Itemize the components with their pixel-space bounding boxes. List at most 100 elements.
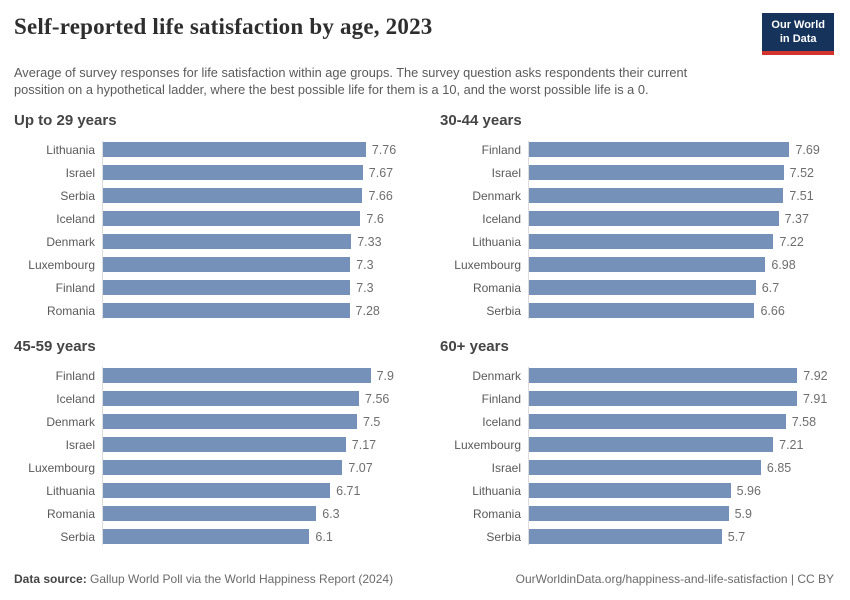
- bar-row: Romania 7.28: [14, 299, 408, 322]
- bar: [102, 506, 317, 522]
- value-label: 7.66: [368, 188, 393, 203]
- bar-row: Romania 5.9: [440, 502, 834, 525]
- country-label: Denmark: [46, 414, 95, 429]
- country-label: Finland: [481, 391, 521, 406]
- bar-row: Denmark 7.33: [14, 230, 408, 253]
- value-label: 7.21: [779, 437, 804, 452]
- bar-plot-area: 7.69: [528, 138, 834, 161]
- bar: [102, 437, 346, 453]
- bar-plot-area: 7.21: [528, 433, 834, 456]
- bar: [528, 280, 756, 296]
- page-title: Self-reported life satisfaction by age, …: [14, 14, 433, 39]
- bar-row: Denmark 7.51: [440, 184, 834, 207]
- facet-title: 60+ years: [440, 338, 509, 356]
- country-label: Iceland: [56, 211, 95, 226]
- bar-plot-area: 7.17: [102, 433, 408, 456]
- bar-plot-area: 7.76: [102, 138, 408, 161]
- bar-row: Israel 7.52: [440, 161, 834, 184]
- facet-rows: Finland 7.69 Israel 7.52 Denmark 7.51 Iceland 7…: [440, 138, 834, 322]
- bar: [102, 391, 360, 407]
- data-source-note: Data source: Gallup World Poll via the W…: [14, 572, 393, 586]
- bar-plot-area: 7.37: [528, 207, 834, 230]
- bar-plot-area: 7.3: [102, 253, 408, 276]
- bar-row: Iceland 7.58: [440, 410, 834, 433]
- value-label: 7.58: [791, 414, 817, 429]
- bar: [528, 529, 722, 545]
- bar: [528, 506, 729, 522]
- value-label: 7.5: [363, 414, 381, 429]
- bar-plot-area: 7.92: [528, 364, 834, 387]
- value-label: 6.85: [766, 460, 792, 475]
- facet-rows: Finland 7.9 Iceland 7.56 Denmark 7.5 Israel 7.1…: [14, 364, 408, 548]
- chart-30-44-years: 30-44 years Finland 7.69 Israel 7.52 Denmark…: [440, 112, 834, 322]
- value-label: 7.3: [356, 257, 374, 272]
- chart-45-59-years: 45-59 years Finland 7.9 Iceland 7.56 Denmark…: [14, 338, 408, 548]
- header: Self-reported life satisfaction by age, …: [14, 12, 834, 55]
- bar-plot-area: 7.52: [528, 161, 834, 184]
- bar-plot-area: 6.71: [102, 479, 408, 502]
- bar-row: Serbia 6.66: [440, 299, 834, 322]
- value-label: 7.56: [365, 391, 390, 406]
- bar: [102, 483, 331, 499]
- country-label: Denmark: [472, 368, 521, 383]
- data-source-label: Data source:: [14, 572, 87, 586]
- country-label: Luxembourg: [28, 257, 95, 272]
- bar: [528, 188, 784, 204]
- value-label: 7.37: [784, 211, 809, 226]
- bar: [102, 303, 350, 319]
- bar-row: Serbia 5.7: [440, 525, 834, 548]
- y-axis-line: [528, 367, 529, 546]
- value-label: 6.3: [322, 506, 340, 521]
- country-label: Lithuania: [472, 483, 521, 498]
- bar: [528, 414, 786, 430]
- value-label: 7.28: [355, 303, 380, 318]
- owid-url-link[interactable]: OurWorldinData.org/happiness-and-life-sa…: [515, 572, 834, 586]
- bar-row: Lithuania 7.76: [14, 138, 408, 161]
- bar: [528, 234, 774, 250]
- bar-plot-area: 7.07: [102, 456, 408, 479]
- bar: [102, 257, 351, 273]
- country-label: Iceland: [56, 391, 95, 406]
- value-label: 5.96: [736, 483, 761, 498]
- bar: [102, 414, 357, 430]
- bar-row: Luxembourg 7.21: [440, 433, 834, 456]
- bar-plot-area: 6.98: [528, 253, 834, 276]
- bar-row: Luxembourg 6.98: [440, 253, 834, 276]
- y-axis-line: [528, 141, 529, 320]
- chart-up-to-29-years: Up to 29 years Lithuania 7.76 Israel 7.67 Se…: [14, 112, 408, 322]
- bar-plot-area: 6.1: [102, 525, 408, 548]
- bar-plot-area: 6.7: [528, 276, 834, 299]
- bar-row: Iceland 7.56: [14, 387, 408, 410]
- value-label: 7.33: [357, 234, 382, 249]
- country-label: Israel: [491, 460, 521, 475]
- value-label: 7.92: [803, 368, 828, 383]
- bar: [528, 165, 784, 181]
- bar-row: Denmark 7.92: [440, 364, 834, 387]
- country-label: Finland: [55, 368, 95, 383]
- bar: [102, 165, 363, 181]
- country-label: Romania: [46, 506, 95, 521]
- bar-row: Finland 7.91: [440, 387, 834, 410]
- bar: [102, 234, 352, 250]
- bar-plot-area: 7.5: [102, 410, 408, 433]
- footer: Data source: Gallup World Poll via the W…: [14, 572, 834, 586]
- country-label: Israel: [491, 165, 521, 180]
- bar-row: Romania 6.7: [440, 276, 834, 299]
- country-label: Serbia: [486, 529, 521, 544]
- value-label: 7.6: [366, 211, 384, 226]
- bar-row: Lithuania 6.71: [14, 479, 408, 502]
- bar-row: Romania 6.3: [14, 502, 408, 525]
- bar-plot-area: 7.28: [102, 299, 408, 322]
- country-label: Finland: [481, 142, 521, 157]
- value-label: 7.9: [376, 368, 394, 383]
- bar-row: Iceland 7.37: [440, 207, 834, 230]
- facet-grid: Up to 29 years Lithuania 7.76 Israel 7.67 Se…: [14, 112, 834, 548]
- country-label: Finland: [55, 280, 95, 295]
- value-label: 6.7: [761, 280, 780, 295]
- bar-row: Serbia 7.66: [14, 184, 408, 207]
- bar-plot-area: 6.66: [528, 299, 834, 322]
- value-label: 7.76: [371, 142, 397, 157]
- country-label: Lithuania: [46, 142, 95, 157]
- bar-plot-area: 7.22: [528, 230, 834, 253]
- value-label: 6.66: [760, 303, 785, 318]
